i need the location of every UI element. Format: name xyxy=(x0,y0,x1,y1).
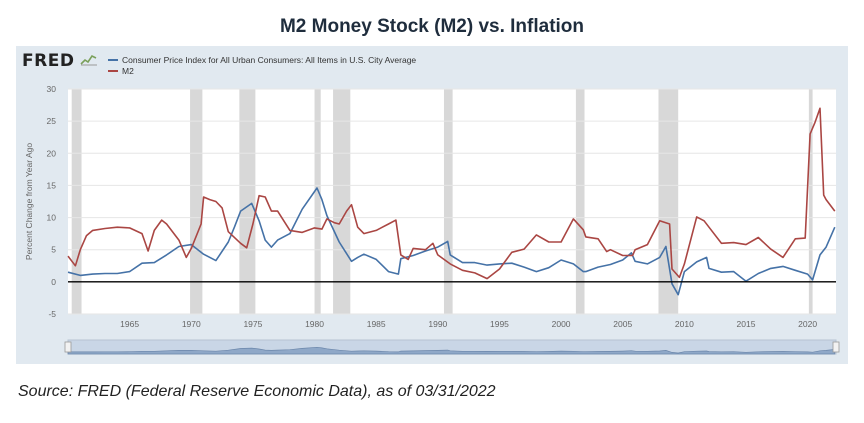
x-tick-label: 1970 xyxy=(182,319,201,329)
x-tick-label: 1965 xyxy=(120,319,139,329)
x-tick-label: 1980 xyxy=(305,319,324,329)
x-tick-label: 2000 xyxy=(552,319,571,329)
navigator-handle-left[interactable] xyxy=(64,341,72,353)
y-tick-label: 25 xyxy=(47,116,57,126)
chart-legend: Consumer Price Index for All Urban Consu… xyxy=(108,54,416,76)
navigator-series-area xyxy=(67,346,836,355)
legend-swatch-m2 xyxy=(108,69,118,72)
x-tick-label: 2015 xyxy=(737,319,756,329)
page-title: M2 Money Stock (M2) vs. Inflation xyxy=(279,16,585,37)
recession-band xyxy=(314,89,321,314)
y-tick-label: 15 xyxy=(47,180,57,190)
y-tick-label: 10 xyxy=(47,213,57,223)
y-tick-label: 20 xyxy=(47,148,57,158)
legend-swatch-cpi xyxy=(108,58,118,61)
navigator-handle-right[interactable] xyxy=(832,341,840,353)
y-tick-label: 5 xyxy=(51,245,56,255)
recession-band xyxy=(808,89,813,314)
series-line-cpi xyxy=(67,187,836,296)
recession-band xyxy=(239,89,256,314)
source-note: Source: FRED (Federal Reserve Economic D… xyxy=(18,383,496,400)
legend-label-m2: M2 xyxy=(122,65,134,76)
fred-logo-graph-icon xyxy=(80,54,97,66)
x-tick-label: 2010 xyxy=(675,319,694,329)
legend-item-cpi[interactable]: Consumer Price Index for All Urban Consu… xyxy=(108,54,416,65)
x-tick-label: 2020 xyxy=(798,319,817,329)
recession-band xyxy=(190,89,203,314)
recession-band xyxy=(658,89,679,314)
x-tick-label: 2005 xyxy=(613,319,632,329)
fred-chart-panel: FRED Consumer Price Index for All Urban … xyxy=(16,46,848,364)
legend-label-cpi: Consumer Price Index for All Urban Consu… xyxy=(122,54,417,65)
y-tick-label: 0 xyxy=(51,277,56,287)
y-tick-label: -5 xyxy=(48,309,56,319)
recession-band xyxy=(575,89,585,314)
y-tick-label: 30 xyxy=(47,84,57,94)
series-line-m2 xyxy=(67,107,836,280)
x-tick-label: 1990 xyxy=(428,319,447,329)
line-chart: -5 0 5 10 15 20 25 30 1965 1970 1975 1980 1985 1990 19… xyxy=(24,84,840,355)
fred-logo: FRED xyxy=(22,51,75,71)
x-tick-label: 1975 xyxy=(243,319,262,329)
recession-band xyxy=(71,89,82,314)
x-tick-label: 1995 xyxy=(490,319,509,329)
recession-band xyxy=(333,89,351,314)
legend-item-m2[interactable]: M2 xyxy=(108,65,416,76)
x-tick-label: 1985 xyxy=(367,319,386,329)
y-axis-title: Percent Change from Year Ago xyxy=(24,143,34,260)
recession-band xyxy=(443,89,453,314)
